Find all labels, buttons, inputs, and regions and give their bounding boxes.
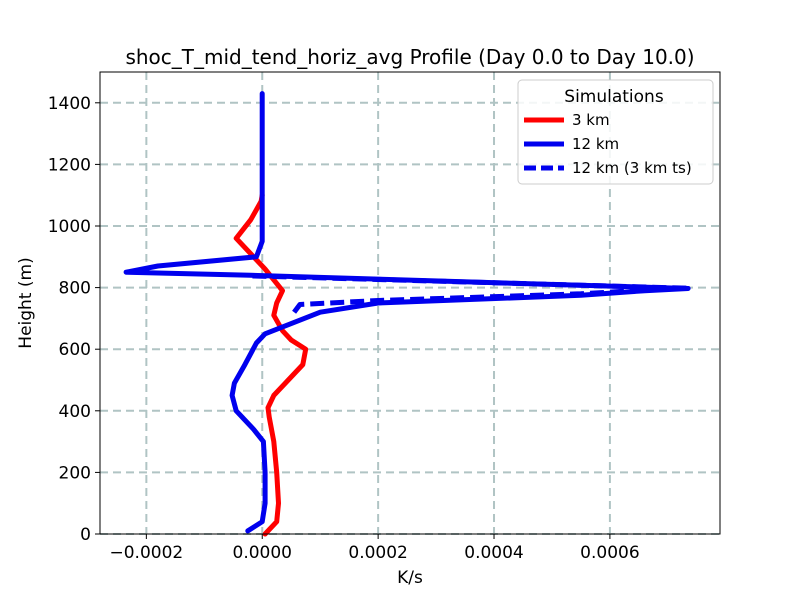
x-tick-label: −0.0002: [109, 543, 183, 563]
x-tick-label: 0.0002: [348, 543, 407, 563]
x-axis-ticks: −0.0002 0.0000 0.0002 0.0004 0.0006: [109, 534, 640, 563]
x-axis-label: K/s: [397, 568, 423, 588]
legend-box: [517, 79, 714, 185]
chart-title: shoc_T_mid_tend_horiz_avg Profile (Day 0…: [125, 45, 694, 69]
y-axis-label: Height (m): [16, 257, 36, 348]
series-lines: [123, 91, 691, 537]
y-tick-label: 400: [59, 402, 91, 422]
y-tick-label: 1000: [48, 217, 91, 237]
y-tick-label: 600: [59, 340, 91, 360]
legend-label: 12 km: [572, 135, 619, 153]
legend-title: Simulations: [564, 87, 664, 107]
x-tick-label: 0.0006: [580, 543, 639, 563]
y-tick-label: 1200: [48, 155, 91, 175]
y-tick-label: 0: [80, 525, 91, 545]
legend-label: 3 km: [572, 111, 610, 129]
y-tick-label: 800: [59, 279, 91, 299]
series-line-3-km: [233, 192, 309, 537]
y-axis-ticks: 0 200 400 600 800 1000 1200 1400: [48, 94, 100, 545]
legend: Simulations 3 km 12 km 12 km (3 km ts): [517, 79, 714, 185]
plot-frame: [99, 71, 721, 535]
x-tick-label: 0.0000: [233, 543, 292, 563]
legend-label: 12 km (3 km ts): [572, 159, 692, 177]
x-tick-label: 0.0004: [464, 543, 523, 563]
y-tick-label: 1400: [48, 94, 91, 114]
series-line-12-km: [123, 91, 691, 534]
y-tick-label: 200: [59, 463, 91, 483]
